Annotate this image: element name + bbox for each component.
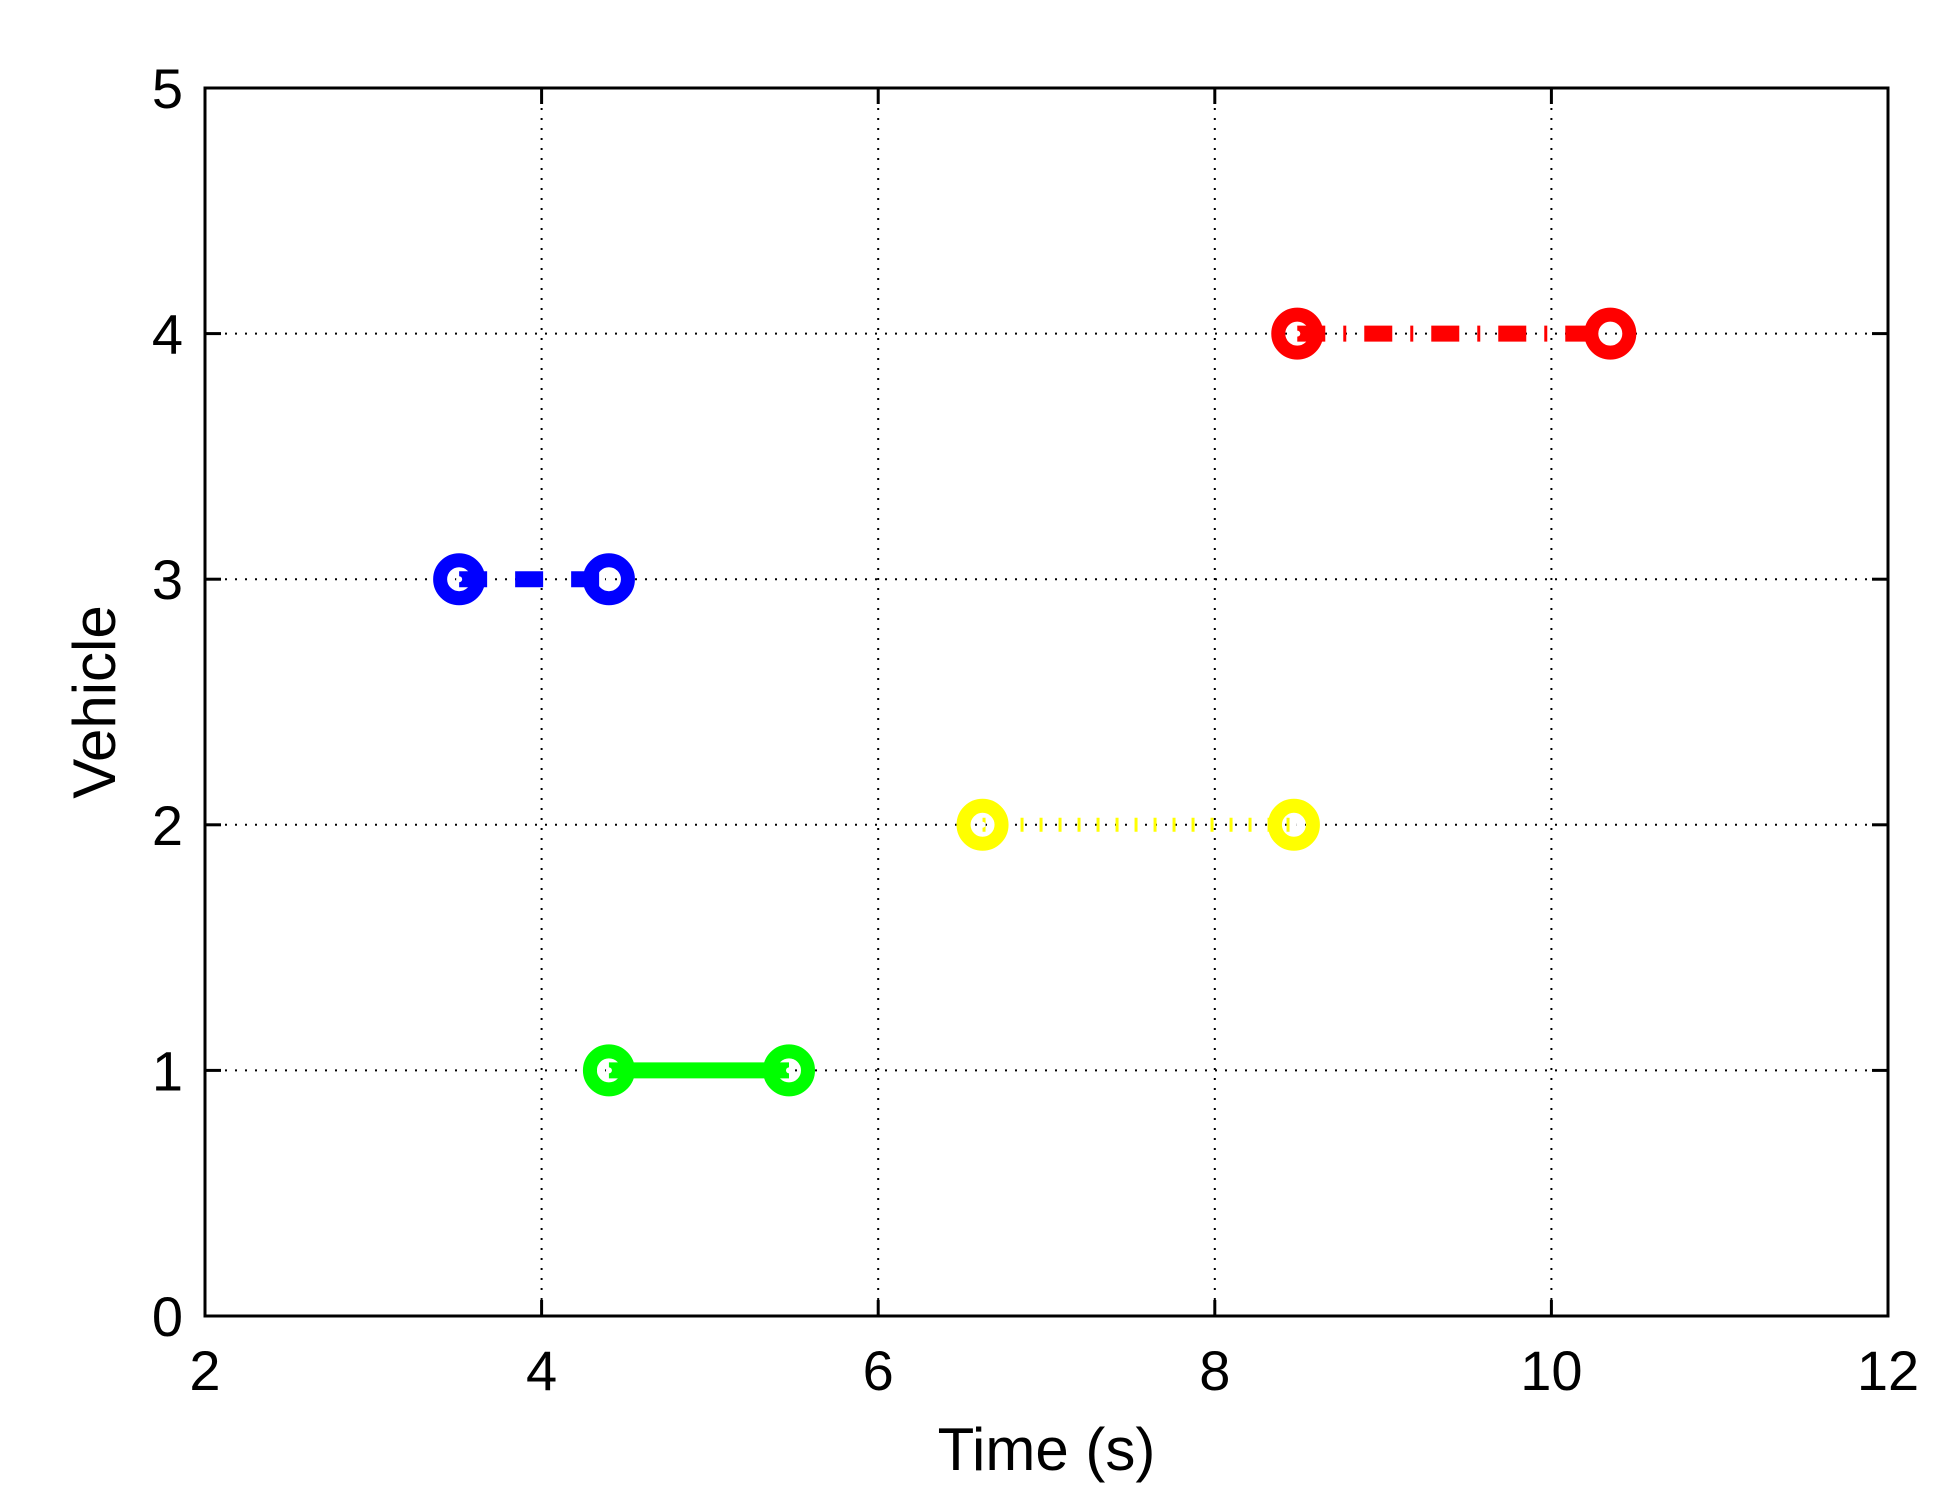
data-point-marker	[1584, 307, 1637, 360]
data-point-center	[1294, 330, 1301, 337]
y-axis-label: Vehicle	[61, 605, 128, 798]
data-point-center	[1290, 821, 1297, 828]
x-tick-label: 4	[526, 1339, 557, 1402]
x-tick-label: 8	[1199, 1339, 1230, 1402]
x-tick-label: 2	[189, 1339, 220, 1402]
data-point-center	[786, 1067, 793, 1074]
x-axis-label: Time (s)	[938, 1416, 1156, 1483]
data-point-marker	[1271, 307, 1324, 360]
y-tick-label: 1	[152, 1039, 183, 1102]
y-tick-label: 4	[152, 303, 183, 366]
plot-area-frame	[203, 86, 1890, 1318]
data-point-marker	[763, 1044, 816, 1097]
data-point-center	[456, 576, 463, 583]
data-point-marker	[433, 553, 486, 606]
series-2	[956, 798, 1320, 851]
data-point-marker	[582, 553, 635, 606]
data-point-center	[1607, 330, 1614, 337]
data-point-center	[605, 576, 612, 583]
series-4	[1271, 307, 1637, 360]
x-tick-label: 6	[863, 1339, 894, 1402]
data-point-marker	[956, 798, 1009, 851]
data-point-center	[605, 1067, 612, 1074]
data-point-center	[979, 821, 986, 828]
data-point-marker	[1267, 798, 1320, 851]
series-group	[433, 307, 1637, 1097]
y-tick-label: 5	[152, 57, 183, 120]
y-tick-label: 2	[152, 794, 183, 857]
y-tick-label: 0	[152, 1285, 183, 1348]
y-tick-label: 3	[152, 548, 183, 611]
series-1	[582, 1044, 816, 1097]
x-tick-label: 10	[1520, 1339, 1582, 1402]
series-3	[433, 553, 635, 606]
x-tick-label: 12	[1857, 1339, 1919, 1402]
data-point-marker	[582, 1044, 635, 1097]
